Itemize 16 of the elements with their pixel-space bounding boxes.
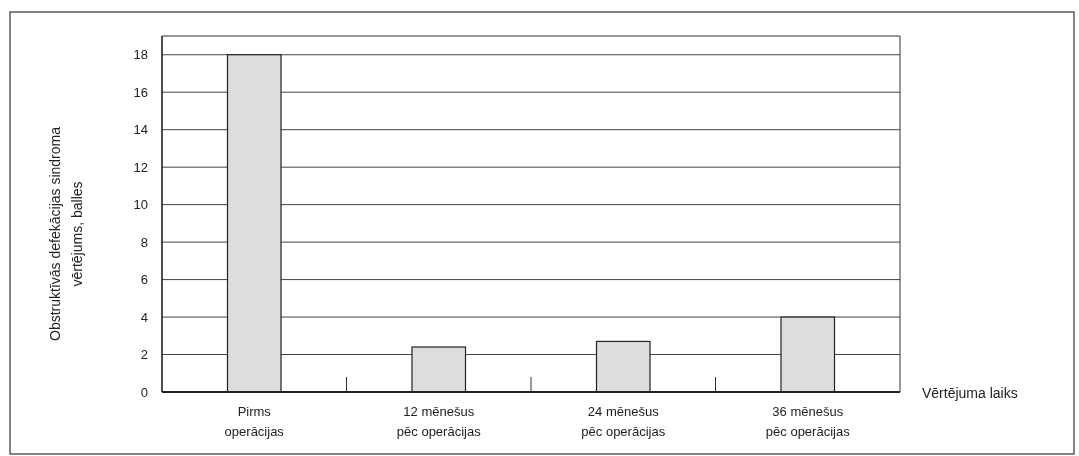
y-tick-label: 12: [133, 159, 148, 175]
y-tick-label: 8: [140, 234, 148, 250]
y-axis-title: Obstruktīvās defekācijas sindroma vērtējums, balles: [47, 126, 85, 341]
y-tick-label: 16: [133, 84, 148, 100]
x-axis-title: Vērtējuma laiks: [922, 385, 1018, 401]
y-tick-label: 18: [133, 47, 148, 63]
y-tick-label: 0: [140, 384, 148, 400]
y-tick-label: 10: [133, 197, 148, 213]
x-tick-label: 24 mēnešus pēc operācijas: [581, 404, 666, 439]
x-tick-label: Pirms operācijas: [224, 404, 285, 439]
x-tick-label: 12 mēnešus pēc operācijas: [396, 404, 482, 439]
y-tick-label: 2: [140, 347, 148, 363]
y-tick-label: 14: [133, 122, 148, 138]
x-tick-label: 36 mēnešus pēc operācijas: [765, 404, 851, 439]
y-tick-label: 6: [140, 272, 148, 288]
y-tick-label: 4: [140, 309, 148, 325]
